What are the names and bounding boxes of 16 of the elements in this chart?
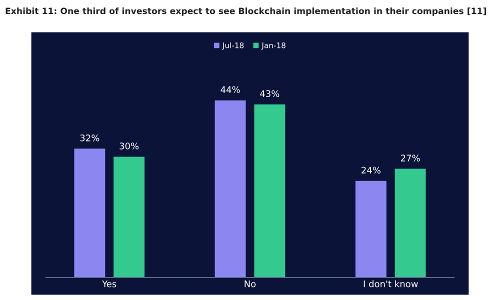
bar	[394, 168, 426, 278]
bar	[214, 100, 246, 278]
data-label: 24%	[362, 166, 380, 174]
data-label: 27%	[400, 154, 420, 162]
bar	[355, 180, 386, 278]
data-label: 43%	[260, 90, 280, 98]
bar	[254, 104, 286, 278]
x-tick-label: I don't know	[364, 280, 418, 288]
x-tick-label: No	[244, 280, 256, 288]
chart-title: Exhibit 11: One third of investors expect to see Blockchain implementation in their companies [11]	[6, 8, 486, 16]
data-label: 32%	[80, 134, 100, 142]
bar	[74, 148, 106, 278]
x-tick-label: Yes	[102, 280, 116, 288]
data-label: 44%	[220, 86, 240, 94]
data-label: 30%	[120, 142, 139, 150]
bar	[114, 156, 145, 278]
